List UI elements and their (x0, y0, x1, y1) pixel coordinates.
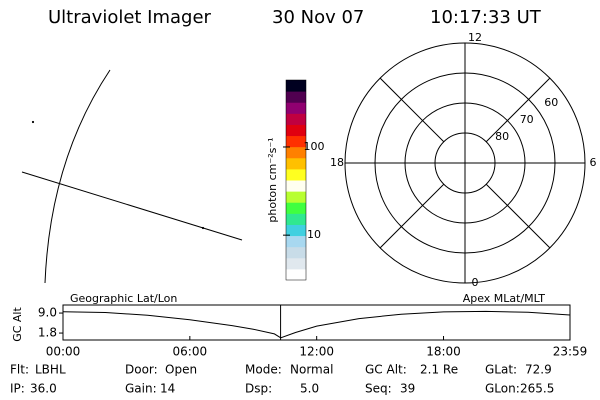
colorbar-frame (285, 79, 307, 281)
field-value: 72.9 (525, 363, 552, 377)
color-segment (286, 246, 306, 259)
x-tick-label: 00:00 (46, 345, 81, 359)
polar-diagonal (485, 77, 551, 143)
field-value: 36.0 (30, 382, 57, 396)
field-label: GLon: (485, 382, 520, 396)
footer: Flt: LBHL Door: Open Mode: Normal GC Alt: 2.1 R… (10, 363, 554, 396)
x-tick-label: 18:00 (426, 345, 461, 359)
left-label: Geographic Lat/Lon (70, 292, 177, 305)
field-label: Dsp: (245, 382, 272, 396)
field-value: 5.0 (300, 382, 319, 396)
color-segment (286, 224, 306, 237)
plot-frame (62, 304, 571, 341)
color-segment (286, 268, 306, 281)
field-value: 14 (160, 382, 175, 396)
y-tick-label: 9.0 (38, 306, 57, 320)
right-label: Apex MLat/MLT (463, 292, 546, 305)
color-segment (286, 135, 306, 148)
colorbar-tick-label: 10 (307, 228, 321, 241)
color-segment (286, 102, 306, 114)
color-segment (286, 213, 306, 225)
y-tick-label: 1.8 (38, 326, 57, 340)
field-label: Flt: (10, 363, 29, 377)
field-label: GLat: (485, 363, 517, 377)
color-segment (286, 80, 306, 92)
field-value: Normal (290, 363, 333, 377)
polar-ring-label: 60 (544, 96, 558, 109)
field-value: 2.1 Re (420, 363, 458, 377)
field-value: 265.5 (520, 382, 554, 396)
field-label: Mode: (245, 363, 282, 377)
colorbar: 10 100 photon cm⁻²s⁻¹ (266, 79, 325, 281)
colorbar-label: photon cm⁻²s⁻¹ (266, 137, 279, 222)
date: 30 Nov 07 (272, 7, 364, 28)
field-value: Open (165, 363, 197, 377)
polar-mlt-label: 18 (330, 156, 344, 169)
polar-ring-label: 70 (520, 113, 534, 126)
y-axis-label: GC Alt (11, 307, 24, 342)
field-label: Seq: (365, 382, 392, 396)
field-label: IP: (10, 382, 25, 396)
field-value: 39 (400, 382, 415, 396)
title: Ultraviolet Imager (48, 7, 212, 28)
polar-mlt-label: 12 (468, 31, 482, 44)
color-segment (286, 235, 306, 248)
geo-meridian (44, 69, 111, 284)
color-segment (286, 146, 306, 159)
field-label: GC Alt: (365, 363, 407, 377)
altitude-line (62, 310, 571, 339)
geo-dot (201, 226, 205, 230)
color-segment (286, 124, 306, 137)
colorbar-tick-label: 100 (304, 140, 325, 153)
polar-diagonal (379, 77, 445, 143)
geo-dot (31, 120, 35, 124)
polar-mlt-label: 6 (590, 156, 597, 169)
field-label: Gain: (125, 382, 157, 396)
time: 10:17:33 UT (430, 7, 542, 28)
color-segment (286, 91, 306, 103)
geo-parallel (21, 171, 243, 241)
color-segment (286, 257, 306, 270)
color-segment (286, 113, 306, 125)
color-segment (286, 202, 306, 214)
color-segment (286, 157, 306, 170)
geo-panel (21, 69, 243, 284)
polar-diagonal (379, 183, 445, 249)
x-tick-label: 23:59 (553, 345, 588, 359)
color-segment (286, 168, 306, 181)
polar-diagonal (485, 183, 551, 249)
x-tick-label: 12:00 (299, 345, 334, 359)
x-tick-label: 06:00 (173, 345, 208, 359)
altitude-chart: Geographic Lat/Lon Apex MLat/MLT GC Alt 1.8… (11, 292, 587, 359)
polar-mlt-label: 0 (472, 276, 479, 289)
field-value: LBHL (35, 363, 66, 377)
polar-ring-label: 80 (495, 130, 509, 143)
color-segment (286, 180, 306, 192)
color-segment (286, 191, 306, 203)
field-label: Door: (125, 363, 158, 377)
polar-plot: 80 70 60 0 6 12 18 (330, 31, 597, 289)
